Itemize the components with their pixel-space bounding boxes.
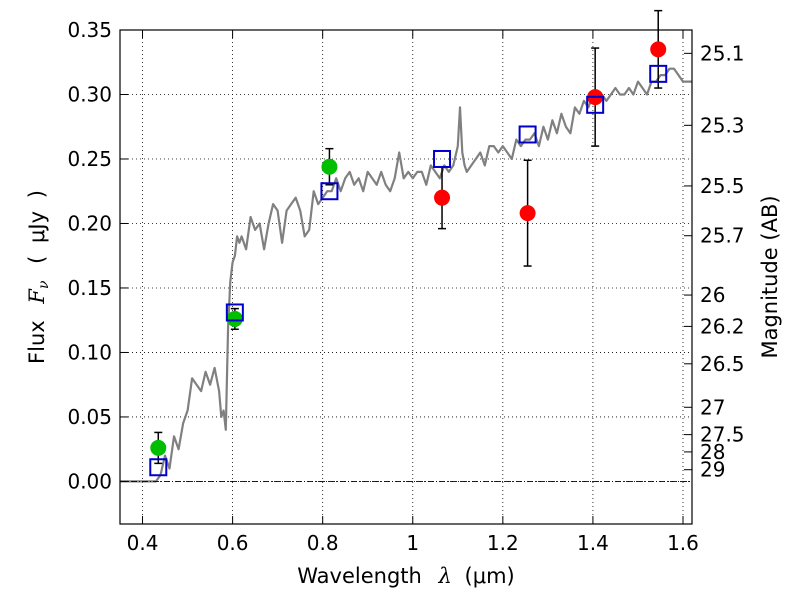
y2-tick-label: 25.3: [700, 113, 745, 137]
model-spectrum-layer: [120, 67, 692, 483]
y-tick-label: 0.25: [67, 147, 112, 171]
error-bars-layer: [154, 9, 663, 465]
y2-tick-label: 26.2: [700, 314, 745, 338]
x-tick-label: 1.6: [667, 531, 699, 555]
x-tick-label: 1.2: [487, 531, 519, 555]
model-flux-square: [586, 95, 605, 114]
plot-frame: [119, 29, 693, 525]
x-axis-unit-open: (: [465, 564, 473, 588]
y-tick-label: 0.00: [67, 469, 112, 493]
x-tick-label: 0.4: [127, 531, 159, 555]
y-tick-label: 0.35: [67, 18, 112, 42]
y-axis-label: Flux Fν ( μJy ): [25, 190, 53, 364]
model-flux-square: [433, 149, 452, 168]
red-data-point: [434, 189, 451, 206]
y2-tick-label: 27: [700, 395, 725, 419]
x-tick-label: 1: [406, 531, 419, 555]
model-spectrum-line: [120, 67, 692, 483]
y2-tick-label: 25.5: [700, 174, 745, 198]
red-data-point: [650, 41, 667, 58]
y-axis-unit: μJy: [25, 211, 49, 243]
y2-axis-label: Magnitude (AB): [758, 195, 782, 358]
y2-tick-label: 28: [700, 440, 725, 464]
y-tick-label: 0.30: [67, 82, 112, 106]
y2-tick-label: 25.1: [700, 41, 745, 65]
x-axis-unit: μm: [473, 564, 507, 588]
y2-tick-label: 29: [700, 458, 725, 482]
y-axis-label-text: Flux: [25, 320, 49, 364]
x-axis-label: Wavelength λ (μm): [297, 564, 515, 588]
green-data-point: [150, 439, 167, 456]
y2-tick-label: 25.7: [700, 224, 745, 248]
x-axis-symbol: λ: [438, 564, 452, 588]
y-tick-label: 0.15: [67, 276, 112, 300]
y-axis-symbol-sub: ν: [36, 280, 52, 289]
y-tick-label: 0.10: [67, 340, 112, 364]
y2-tick-label: 26.5: [700, 352, 745, 376]
y2-tick-label: 27.5: [700, 423, 745, 447]
model-flux-square: [649, 64, 668, 83]
y-axis-unit-close: ): [25, 190, 49, 198]
green-data-point: [321, 158, 338, 175]
x-tick-label: 1.4: [577, 531, 609, 555]
green-data-point: [226, 310, 243, 327]
y2-tick-label: 26: [700, 283, 725, 307]
y-axis-symbol: F: [25, 288, 49, 305]
model-flux-square: [320, 182, 339, 201]
model-flux-square: [518, 125, 537, 144]
ticks-layer: 0.4 0.6 0.8 1 1.2 1.4 1.6 0.00 0.05 0.10 0.15 0.20 0…: [67, 18, 744, 555]
model-flux-square: [225, 303, 244, 322]
red-data-point: [519, 205, 536, 222]
x-tick-label: 0.6: [217, 531, 249, 555]
x-axis-unit-close: ): [507, 564, 515, 588]
y-tick-label: 0.20: [67, 211, 112, 235]
y-tick-label: 0.05: [67, 405, 112, 429]
markers-layer: [149, 41, 668, 477]
x-axis-label-text: Wavelength: [297, 564, 422, 588]
x-tick-label: 0.8: [307, 531, 339, 555]
grid: [120, 29, 692, 524]
y-axis-unit-open: (: [25, 256, 49, 264]
model-flux-square: [149, 458, 168, 477]
